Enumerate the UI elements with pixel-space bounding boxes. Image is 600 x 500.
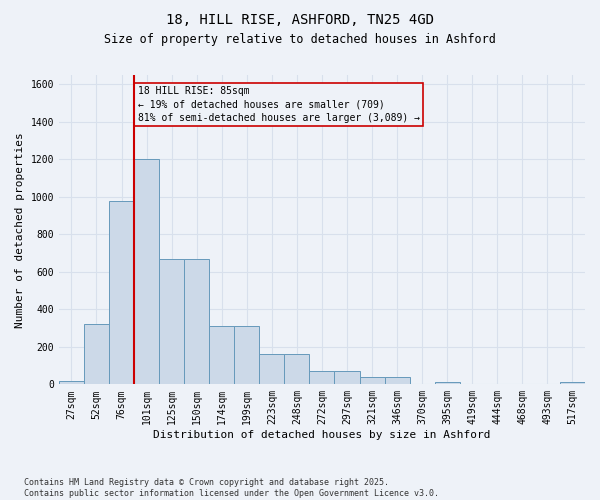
- Bar: [184, 258, 209, 384]
- Bar: [359, 377, 385, 384]
- Bar: [209, 326, 234, 384]
- Bar: [284, 354, 310, 384]
- Bar: [84, 324, 109, 384]
- Bar: [385, 377, 410, 384]
- Bar: [259, 354, 284, 384]
- Text: Contains HM Land Registry data © Crown copyright and database right 2025.
Contai: Contains HM Land Registry data © Crown c…: [24, 478, 439, 498]
- Bar: [159, 258, 184, 384]
- Bar: [109, 200, 134, 384]
- Bar: [310, 371, 334, 384]
- Text: Size of property relative to detached houses in Ashford: Size of property relative to detached ho…: [104, 32, 496, 46]
- Bar: [134, 160, 159, 384]
- Bar: [59, 380, 84, 384]
- Bar: [234, 326, 259, 384]
- Text: 18, HILL RISE, ASHFORD, TN25 4GD: 18, HILL RISE, ASHFORD, TN25 4GD: [166, 12, 434, 26]
- Bar: [434, 382, 460, 384]
- Bar: [560, 382, 585, 384]
- X-axis label: Distribution of detached houses by size in Ashford: Distribution of detached houses by size …: [153, 430, 491, 440]
- Y-axis label: Number of detached properties: Number of detached properties: [15, 132, 25, 328]
- Bar: [334, 371, 359, 384]
- Text: 18 HILL RISE: 85sqm
← 19% of detached houses are smaller (709)
81% of semi-detac: 18 HILL RISE: 85sqm ← 19% of detached ho…: [138, 86, 420, 122]
